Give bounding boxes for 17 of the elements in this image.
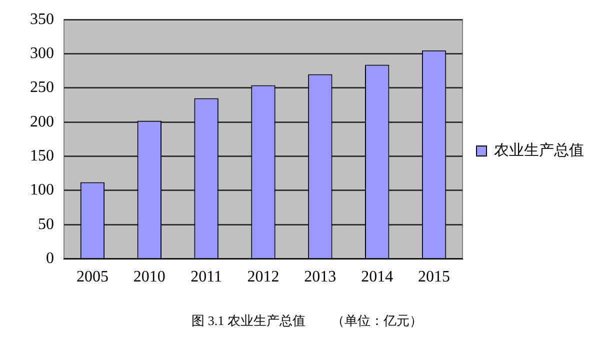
x-tick-label: 2012 [247,268,280,286]
y-tick-label: 150 [30,147,54,164]
y-tick-label: 100 [30,182,54,199]
x-tick-label: 2010 [133,268,166,286]
y-tick-label: 300 [30,44,54,62]
x-tick-label: 2013 [304,268,336,286]
legend-label: 农业生产总值 [494,142,584,159]
y-tick-label: 200 [30,113,54,130]
caption: 图 3.1 农业生产总值 （单位：亿元） [190,312,424,330]
y-tick-label: 350 [30,10,54,28]
x-tick-label: 2005 [76,268,108,286]
x-tick-label: 2014 [361,268,394,286]
x-tick-label: 2015 [418,268,450,286]
y-tick-label: 0 [46,250,54,268]
x-tick-label: 2011 [190,268,222,286]
y-tick-label: 50 [38,216,54,233]
y-tick-label: 250 [30,79,54,96]
